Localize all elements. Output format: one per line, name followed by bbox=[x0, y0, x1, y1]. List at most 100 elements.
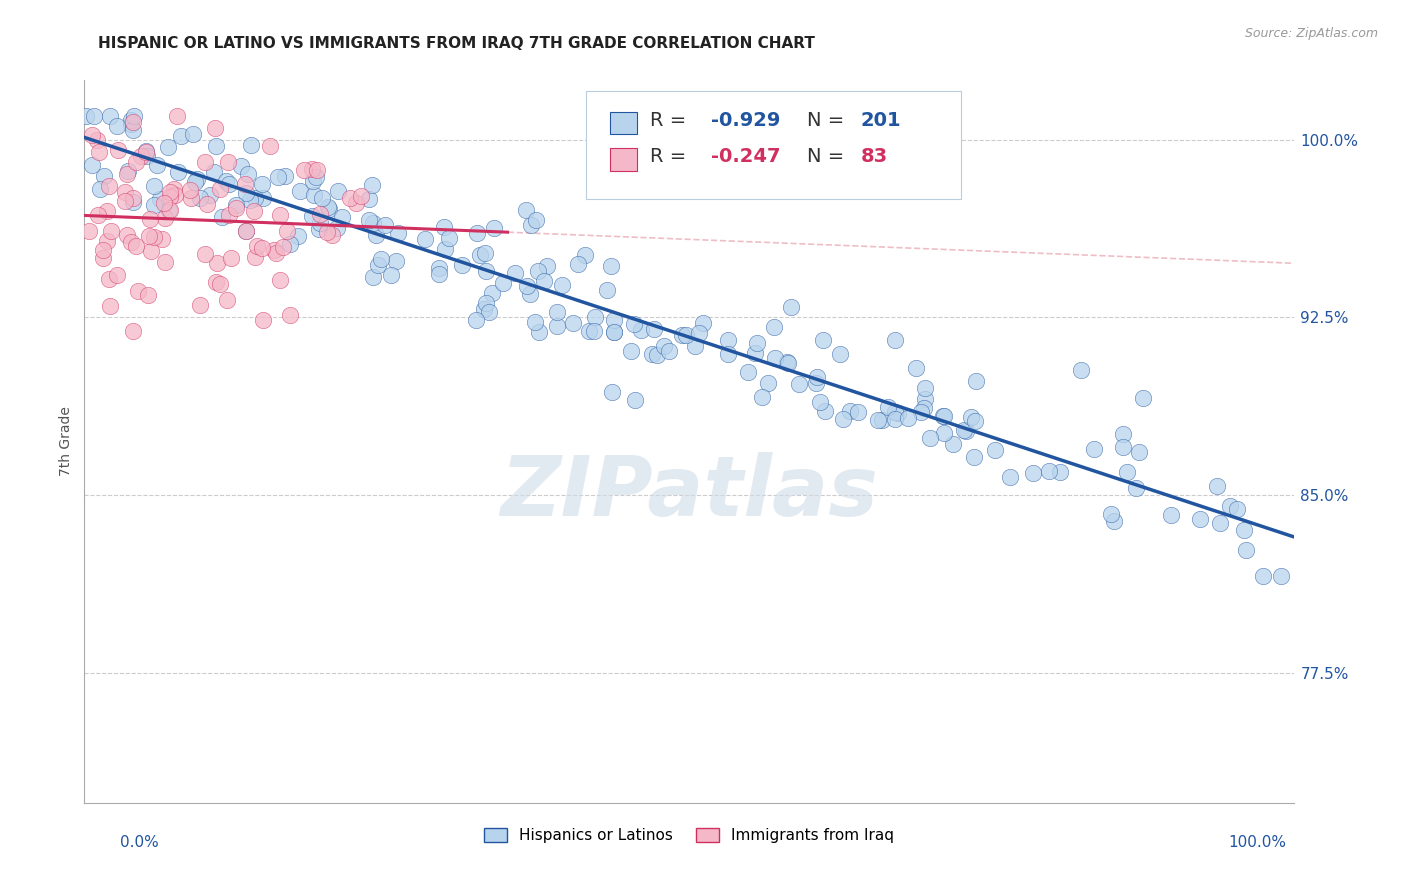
Point bbox=[98, 271, 121, 285]
Point bbox=[641, 347, 664, 361]
Point bbox=[215, 174, 238, 188]
Point bbox=[387, 227, 409, 241]
Point bbox=[308, 222, 330, 236]
Point bbox=[205, 256, 228, 270]
Point bbox=[523, 315, 546, 329]
Point bbox=[883, 405, 905, 419]
Point bbox=[339, 191, 361, 205]
Text: 83: 83 bbox=[860, 146, 887, 166]
Point bbox=[778, 355, 800, 369]
Point bbox=[166, 165, 188, 179]
Point bbox=[301, 162, 323, 177]
Point bbox=[290, 184, 312, 198]
Point bbox=[814, 404, 837, 418]
Point bbox=[546, 319, 568, 334]
Point bbox=[763, 320, 786, 334]
Point bbox=[157, 202, 180, 217]
Point bbox=[308, 216, 330, 230]
Point bbox=[516, 278, 538, 293]
Point bbox=[870, 413, 893, 427]
Point bbox=[125, 239, 148, 253]
Point bbox=[527, 264, 550, 278]
Point bbox=[221, 252, 243, 266]
Point bbox=[122, 324, 145, 338]
Point bbox=[269, 208, 291, 222]
Point bbox=[235, 224, 257, 238]
Point bbox=[953, 423, 976, 437]
Point bbox=[1099, 507, 1122, 521]
Point bbox=[884, 333, 907, 347]
Point bbox=[808, 395, 831, 409]
Point bbox=[465, 227, 488, 241]
Point bbox=[536, 260, 558, 274]
Point bbox=[1219, 499, 1241, 513]
Point bbox=[186, 171, 208, 186]
Point bbox=[744, 346, 766, 360]
Point bbox=[86, 208, 108, 222]
Point bbox=[115, 167, 138, 181]
Point bbox=[121, 190, 143, 204]
Point bbox=[567, 257, 589, 271]
Point bbox=[1234, 543, 1257, 558]
Point bbox=[225, 201, 247, 215]
Point bbox=[163, 182, 186, 196]
Point bbox=[717, 334, 740, 348]
Point bbox=[374, 218, 396, 232]
Point bbox=[830, 347, 852, 361]
Point bbox=[482, 221, 505, 235]
Point bbox=[603, 325, 626, 339]
Point bbox=[630, 323, 652, 337]
Point bbox=[475, 264, 498, 278]
Point bbox=[524, 212, 547, 227]
Point bbox=[240, 137, 263, 152]
Point bbox=[138, 229, 160, 244]
Point bbox=[239, 193, 262, 207]
Point bbox=[89, 182, 111, 196]
Point bbox=[983, 442, 1005, 457]
Point bbox=[121, 123, 143, 137]
Point bbox=[98, 299, 121, 313]
Text: Source: ZipAtlas.com: Source: ZipAtlas.com bbox=[1244, 27, 1378, 40]
Point bbox=[1132, 391, 1154, 405]
Point bbox=[1070, 362, 1092, 376]
Point bbox=[475, 295, 498, 310]
Point bbox=[846, 405, 869, 419]
Point bbox=[98, 109, 121, 123]
Point bbox=[434, 242, 457, 256]
Point bbox=[139, 244, 162, 258]
Point bbox=[115, 227, 138, 242]
Point bbox=[218, 208, 240, 222]
Point bbox=[689, 326, 711, 341]
Point bbox=[751, 390, 773, 404]
Point bbox=[205, 139, 228, 153]
Point bbox=[83, 109, 105, 123]
Point bbox=[269, 273, 291, 287]
Point bbox=[932, 409, 955, 423]
Point bbox=[236, 167, 259, 181]
Point bbox=[100, 224, 122, 238]
Point bbox=[914, 381, 936, 395]
Point bbox=[1022, 466, 1045, 480]
Point bbox=[763, 351, 786, 365]
Point bbox=[920, 431, 942, 445]
Point bbox=[205, 275, 228, 289]
Point bbox=[599, 259, 621, 273]
Point bbox=[603, 313, 626, 327]
Point bbox=[305, 162, 328, 177]
Point bbox=[671, 328, 693, 343]
Point bbox=[183, 128, 205, 142]
Point bbox=[301, 209, 323, 223]
Point bbox=[93, 244, 115, 258]
Point bbox=[1038, 464, 1060, 478]
Point bbox=[385, 254, 408, 268]
Point bbox=[1083, 442, 1105, 457]
Point bbox=[561, 316, 583, 330]
Point bbox=[326, 221, 349, 235]
Point bbox=[583, 324, 606, 338]
Point bbox=[363, 216, 385, 230]
Point bbox=[259, 138, 281, 153]
FancyBboxPatch shape bbox=[586, 91, 962, 200]
Point bbox=[380, 268, 402, 282]
Point bbox=[211, 210, 233, 224]
Point bbox=[135, 145, 157, 159]
